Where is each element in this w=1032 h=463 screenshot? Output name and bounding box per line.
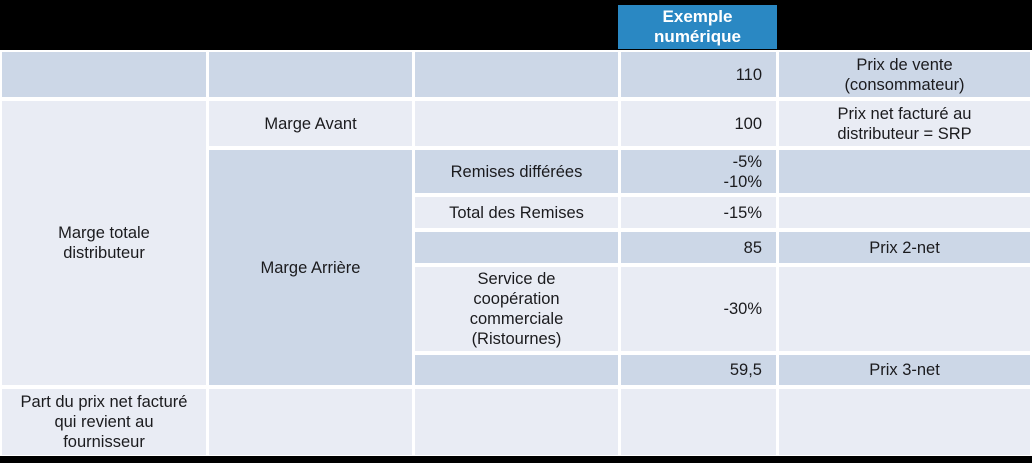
cell-prix-vente-value: 110 <box>621 52 776 97</box>
remises-differees-value-line2: -10% <box>723 172 762 191</box>
marge-arriere-label: Marge Arrière <box>260 258 361 277</box>
cell-total-remises: Total des Remises <box>415 197 618 228</box>
empty-cell-r1c3 <box>415 52 618 97</box>
marge-totale-label: Marge totale distributeur <box>58 224 150 262</box>
empty-cell-r1c2 <box>209 52 412 97</box>
cell-marge-arriere: Marge Arrière <box>209 150 412 385</box>
cell-prix-3net-value: 59,5 <box>621 355 776 385</box>
prix-3net-value: 59,5 <box>729 361 762 379</box>
cell-prix-2net-note: Prix 2-net <box>779 232 1030 263</box>
prix-vente-value: 110 <box>735 65 762 84</box>
margin-table: 110 Prix de vente (consommateur) Marge t… <box>0 50 1032 456</box>
empty-cell-r5c3 <box>415 232 618 263</box>
cell-prix-vente-note: Prix de vente (consommateur) <box>779 52 1030 97</box>
empty-cell-r8c4 <box>621 389 776 455</box>
empty-cell-r1c1 <box>2 52 206 97</box>
cell-remises-differees: Remises différées <box>415 150 618 193</box>
part-prix-net-label: Part du prix net facturé qui revient au … <box>20 393 188 451</box>
prix-vente-note: Prix de vente (consommateur) <box>844 55 965 94</box>
bottom-black-bar <box>0 455 1032 463</box>
empty-cell-r6c5 <box>779 267 1030 351</box>
cell-marge-avant-value: 100 <box>621 101 776 146</box>
cell-prix-3net-note: Prix 3-net <box>779 355 1030 385</box>
cell-marge-avant: Marge Avant <box>209 101 412 146</box>
empty-cell-r4c5 <box>779 197 1030 228</box>
prix-2net-value: 85 <box>743 238 762 257</box>
cell-marge-totale-distributeur: Marge totale distributeur <box>2 101 206 385</box>
empty-cell-r8c2 <box>209 389 412 455</box>
top-black-bar <box>0 0 1032 50</box>
example-column-header: Exemple numérique <box>618 5 777 49</box>
remises-differees-values: -5% -10% <box>723 152 762 192</box>
marge-avant-value: 100 <box>734 114 762 133</box>
prix-3net-note: Prix 3-net <box>869 361 940 379</box>
total-remises-label: Total des Remises <box>449 203 584 222</box>
cell-remises-differees-value: -5% -10% <box>621 150 776 193</box>
total-remises-value: -15% <box>723 203 762 222</box>
cell-service-cooperation-value: -30% <box>621 267 776 351</box>
cell-service-cooperation: Service de coopération commerciale (Rist… <box>415 267 618 351</box>
marge-avant-label: Marge Avant <box>264 114 357 133</box>
empty-cell-r8c3 <box>415 389 618 455</box>
example-column-header-label: Exemple numérique <box>654 7 741 46</box>
service-cooperation-value: -30% <box>723 300 762 318</box>
service-cooperation-label: Service de coopération commerciale (Rist… <box>469 270 564 348</box>
cell-prix-2net-value: 85 <box>621 232 776 263</box>
cell-part-prix-net: Part du prix net facturé qui revient au … <box>2 389 206 455</box>
marge-avant-note: Prix net facturé au distributeur = SRP <box>837 104 972 143</box>
remises-differees-value-line1: -5% <box>732 152 762 171</box>
remises-differees-label: Remises différées <box>450 162 583 181</box>
prix-2net-note: Prix 2-net <box>869 238 940 257</box>
cell-total-remises-value: -15% <box>621 197 776 228</box>
empty-cell-r7c3 <box>415 355 618 385</box>
cell-marge-avant-note: Prix net facturé au distributeur = SRP <box>779 101 1030 146</box>
empty-cell-r8c5 <box>779 389 1030 455</box>
empty-cell-r2c3 <box>415 101 618 146</box>
empty-cell-r3c5 <box>779 150 1030 193</box>
